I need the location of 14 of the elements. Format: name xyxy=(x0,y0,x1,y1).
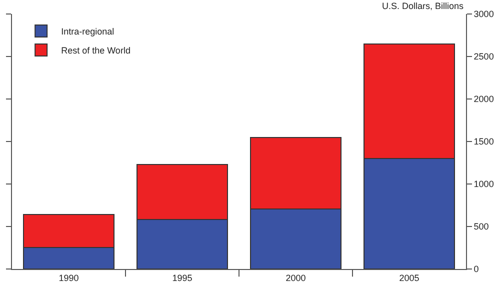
y-tick-label: 0 xyxy=(474,264,479,274)
legend-label: Rest of the World xyxy=(61,46,130,56)
y-tick-label: 3000 xyxy=(474,9,494,20)
y-tick-label: 1000 xyxy=(474,179,494,190)
y-axis-title: U.S. Dollars, Billions xyxy=(382,1,464,11)
y-tick-label: 1500 xyxy=(474,136,494,147)
x-tick-label: 2000 xyxy=(286,272,306,283)
x-tick-label: 2005 xyxy=(399,272,420,283)
x-tick-label: 1990 xyxy=(58,272,79,283)
y-tick-label: 2500 xyxy=(474,52,494,62)
x-tick-label: 1995 xyxy=(172,272,192,283)
y-tick-label: 2000 xyxy=(474,94,494,104)
legend-label: Intra-regional xyxy=(61,26,114,37)
y-tick-label: 500 xyxy=(474,222,489,232)
